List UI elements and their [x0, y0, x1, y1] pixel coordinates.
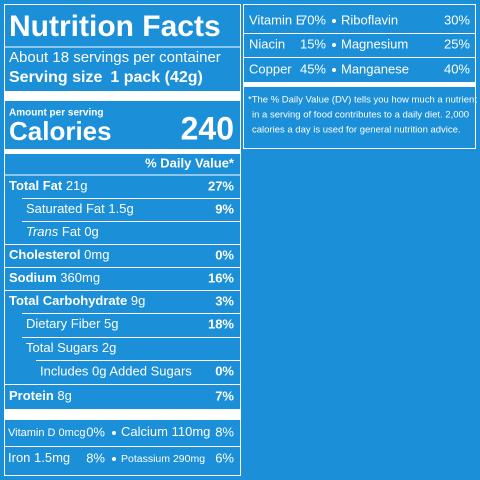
footnote-line: *The % Daily Value (DV) tells you how mu… — [248, 95, 477, 106]
nutrient-amount: 2g — [102, 340, 116, 355]
vitamin-name: Vitamin D — [8, 427, 56, 439]
nutrient-name: Dietary Fiber — [26, 316, 101, 331]
panel-border — [4, 4, 241, 476]
nutrient-dv: 3% — [215, 293, 234, 308]
vitamin-amount: 290mg — [173, 453, 205, 465]
nutrient-name: Saturated Fat — [26, 201, 105, 216]
nutrient: Dietary Fiber 5g — [26, 316, 119, 331]
nutrient-amount: 360mg — [60, 270, 100, 285]
nutrient: Sodium 360mg — [9, 270, 100, 285]
calories-label: Calories — [9, 116, 112, 146]
nutrient-name: Sodium — [9, 270, 57, 285]
bullet — [332, 19, 336, 23]
extra-vitamin-dv: 70% — [300, 12, 326, 27]
extra-vitamin-dv: 15% — [300, 36, 326, 51]
bullet — [112, 457, 116, 461]
extra-vitamin-dv: 30% — [444, 12, 470, 27]
bullet — [332, 43, 336, 47]
extra-vitamin-dv: 25% — [444, 36, 470, 51]
nutrient-name: Includes 0g Added Sugars — [40, 363, 192, 378]
nutrient-dv: 16% — [208, 270, 234, 285]
nutrient-amount: 5g — [104, 316, 118, 331]
nutrient-dv: 9% — [215, 201, 234, 216]
nutrient-name: Total Sugars — [26, 340, 99, 355]
nutrient-dv: 7% — [215, 388, 234, 403]
nutrient-name: Total Carbohydrate — [9, 293, 127, 308]
extra-vitamin-name: Copper — [249, 61, 292, 76]
vitamin: Calcium 110mg — [121, 424, 210, 439]
nutrient-dv: 0% — [215, 363, 234, 378]
nutrient: Saturated Fat 1.5g — [26, 201, 134, 216]
extra-vitamin-name: Riboflavin — [341, 12, 398, 27]
nutrient-name: Protein — [9, 388, 54, 403]
nutrient: Total Fat 21g — [9, 178, 88, 193]
extra-vitamin-name: Manganese — [341, 61, 409, 76]
nutrient-dv: 0% — [215, 247, 234, 262]
nutrient-amount: 0g — [84, 224, 98, 239]
title: Nutrition Facts — [9, 10, 221, 43]
medium-rule — [5, 149, 240, 154]
amount-per-serving: Amount per serving — [9, 108, 103, 119]
vitamin-name: Calcium — [121, 424, 168, 439]
vitamin-amount: 110mg — [172, 424, 211, 439]
serving-size-label: Serving size — [9, 69, 102, 86]
vitamin-dv: 8% — [86, 450, 105, 465]
extra-vitamin-dv: 40% — [444, 61, 470, 76]
nutrient-amount: 21g — [66, 178, 88, 193]
daily-value-header: % Daily Value* — [145, 155, 235, 170]
vitamin-dv: 8% — [215, 424, 234, 439]
nutrient-amount: 1.5g — [108, 201, 133, 216]
nutrient-name-italic: Trans — [26, 224, 59, 239]
extra-vitamin-name: Niacin — [249, 36, 285, 51]
vitamin-name: Potassium — [121, 453, 170, 465]
nutrient: Protein 8g — [9, 388, 72, 403]
servings: About 18 servings per container — [9, 49, 221, 66]
nutrient-dv: 27% — [208, 178, 234, 193]
vitamin: Potassium 290mg — [121, 453, 205, 465]
nutrient-name: Fat — [62, 224, 81, 239]
bullet — [112, 431, 116, 435]
vitamin-name: Iron — [8, 450, 30, 465]
nutrient-name: Total Fat — [9, 178, 63, 193]
nutrient: Cholesterol 0mg — [9, 247, 109, 262]
nutrient-name: Cholesterol — [9, 247, 81, 262]
vitamin-amount: 1.5mg — [34, 450, 70, 465]
nutrient-amount: 8g — [57, 388, 71, 403]
nutrient: Total Carbohydrate 9g — [9, 293, 145, 308]
vitamin-dv: 0% — [86, 424, 105, 439]
nutrient-amount: 0mg — [84, 247, 109, 262]
footnote-line: in a serving of food contributes to a da… — [252, 110, 469, 121]
serving-size-value: 1 pack (42g) — [110, 69, 202, 86]
vitamin-amount: 0mcg — [59, 427, 86, 439]
bullet — [332, 68, 336, 72]
vitamin: Iron 1.5mg — [8, 450, 70, 465]
footnote-line: calories a day is used for general nutri… — [252, 125, 461, 136]
vitamin: Vitamin D 0mcg — [8, 427, 85, 439]
extra-vitamin-name: Magnesium — [341, 36, 408, 51]
serving-size: Serving size 1 pack (42g) — [9, 69, 203, 86]
thick-rule — [5, 91, 240, 101]
medium-rule — [244, 82, 476, 87]
nutrient: Total Sugars 2g — [26, 340, 116, 355]
thick-rule — [5, 409, 240, 420]
nutrient: Trans Fat 0g — [26, 224, 99, 239]
extra-vitamin-name: Vitamin E — [249, 12, 305, 27]
vitamin-dv: 6% — [215, 450, 234, 465]
extra-vitamin-dv: 45% — [300, 61, 326, 76]
calories-value: 240 — [181, 110, 234, 146]
panel-border — [243, 4, 476, 149]
nutrient-dv: 18% — [208, 316, 234, 331]
nutrient-amount: 9g — [131, 293, 145, 308]
